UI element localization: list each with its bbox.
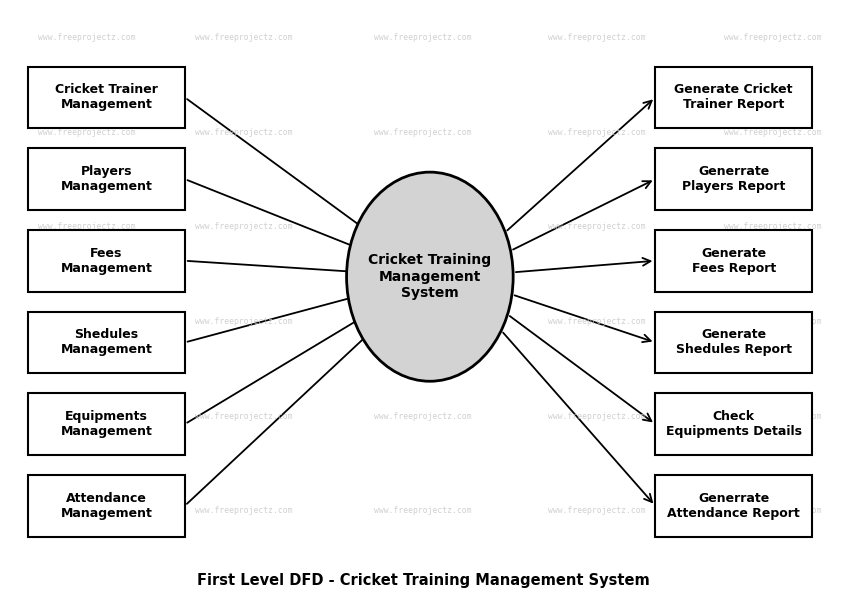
Text: First Level DFD - Cricket Training Management System: First Level DFD - Cricket Training Manag…	[196, 573, 650, 588]
Text: Fees
Management: Fees Management	[61, 247, 152, 275]
Text: www.freeprojectz.com: www.freeprojectz.com	[724, 128, 821, 137]
Text: www.freeprojectz.com: www.freeprojectz.com	[38, 506, 135, 515]
Bar	[28, 311, 185, 373]
Bar	[28, 148, 185, 210]
Text: www.freeprojectz.com: www.freeprojectz.com	[547, 506, 645, 515]
Text: www.freeprojectz.com: www.freeprojectz.com	[195, 412, 293, 420]
Text: Players
Management: Players Management	[61, 165, 152, 193]
Text: Generate
Shedules Report: Generate Shedules Report	[676, 329, 792, 356]
Bar	[28, 393, 185, 455]
Text: www.freeprojectz.com: www.freeprojectz.com	[724, 317, 821, 326]
Bar	[656, 311, 812, 373]
Bar	[139, 563, 707, 593]
Text: www.freeprojectz.com: www.freeprojectz.com	[195, 222, 293, 231]
Text: www.freeprojectz.com: www.freeprojectz.com	[38, 222, 135, 231]
Bar	[656, 475, 812, 537]
Text: www.freeprojectz.com: www.freeprojectz.com	[38, 317, 135, 326]
Text: www.freeprojectz.com: www.freeprojectz.com	[547, 222, 645, 231]
Text: www.freeprojectz.com: www.freeprojectz.com	[374, 222, 472, 231]
Text: Cricket Training
Management
System: Cricket Training Management System	[368, 253, 492, 300]
Bar	[656, 66, 812, 128]
Text: www.freeprojectz.com: www.freeprojectz.com	[724, 33, 821, 42]
Text: Cricket Trainer
Management: Cricket Trainer Management	[55, 84, 158, 111]
Bar	[656, 148, 812, 210]
Text: www.freeprojectz.com: www.freeprojectz.com	[374, 33, 472, 42]
Text: www.freeprojectz.com: www.freeprojectz.com	[38, 33, 135, 42]
Text: Attendance
Management: Attendance Management	[61, 492, 152, 519]
Bar	[28, 230, 185, 292]
Text: www.freeprojectz.com: www.freeprojectz.com	[374, 317, 472, 326]
Text: www.freeprojectz.com: www.freeprojectz.com	[724, 222, 821, 231]
Text: Generrate
Attendance Report: Generrate Attendance Report	[667, 492, 800, 519]
Text: www.freeprojectz.com: www.freeprojectz.com	[547, 412, 645, 420]
Bar	[28, 475, 185, 537]
Text: www.freeprojectz.com: www.freeprojectz.com	[195, 33, 293, 42]
Text: www.freeprojectz.com: www.freeprojectz.com	[374, 506, 472, 515]
Text: www.freeprojectz.com: www.freeprojectz.com	[724, 412, 821, 420]
Text: www.freeprojectz.com: www.freeprojectz.com	[547, 317, 645, 326]
Text: www.freeprojectz.com: www.freeprojectz.com	[547, 128, 645, 137]
Text: www.freeprojectz.com: www.freeprojectz.com	[724, 506, 821, 515]
Text: www.freeprojectz.com: www.freeprojectz.com	[195, 317, 293, 326]
Text: www.freeprojectz.com: www.freeprojectz.com	[38, 128, 135, 137]
Bar	[656, 230, 812, 292]
Text: www.freeprojectz.com: www.freeprojectz.com	[547, 33, 645, 42]
Text: www.freeprojectz.com: www.freeprojectz.com	[374, 412, 472, 420]
Text: www.freeprojectz.com: www.freeprojectz.com	[195, 506, 293, 515]
Text: www.freeprojectz.com: www.freeprojectz.com	[374, 128, 472, 137]
Bar	[28, 66, 185, 128]
Text: www.freeprojectz.com: www.freeprojectz.com	[195, 128, 293, 137]
Text: Generate Cricket
Trainer Report: Generate Cricket Trainer Report	[674, 84, 793, 111]
Text: Equipments
Management: Equipments Management	[61, 410, 152, 438]
Text: Check
Equipments Details: Check Equipments Details	[666, 410, 802, 438]
Text: www.freeprojectz.com: www.freeprojectz.com	[38, 412, 135, 420]
Text: Generrate
Players Report: Generrate Players Report	[682, 165, 785, 193]
Text: Generate
Fees Report: Generate Fees Report	[691, 247, 776, 275]
Text: Shedules
Management: Shedules Management	[61, 329, 152, 356]
Bar	[656, 393, 812, 455]
Ellipse shape	[347, 172, 514, 381]
